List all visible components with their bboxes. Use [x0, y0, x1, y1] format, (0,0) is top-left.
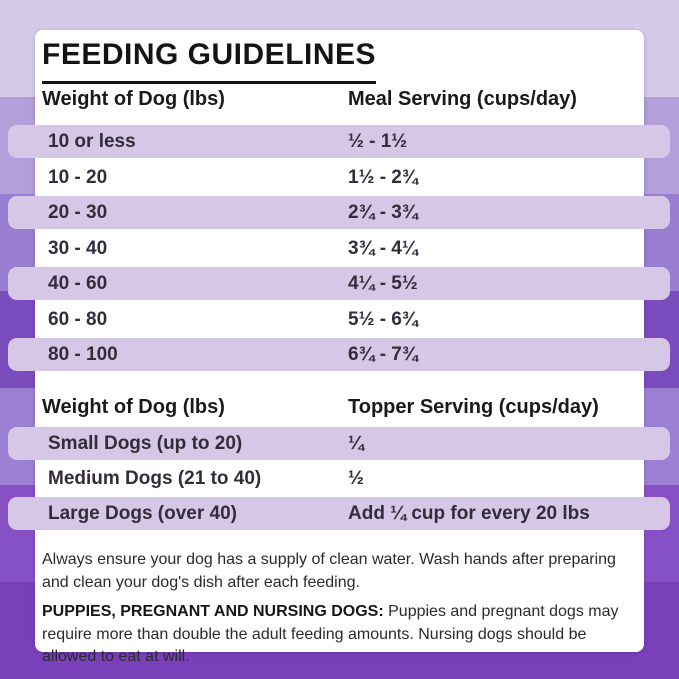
topper-header-weight: Weight of Dog (lbs)	[42, 396, 225, 418]
table-row: 30 - 40 3¾ - 4¼	[8, 232, 670, 265]
serving-cell: ½ - 1½	[348, 130, 408, 152]
table-row: 80 - 100 6¾ - 7¾	[8, 338, 670, 371]
serving-cell: ½	[348, 467, 364, 489]
serving-cell: ¼	[348, 432, 364, 454]
serving-cell: 4¼ - 5½	[348, 272, 418, 294]
weight-cell: 40 - 60	[48, 272, 108, 294]
weight-cell: Large Dogs (over 40)	[48, 502, 237, 524]
puppies-note: PUPPIES, PREGNANT AND NURSING DOGS: Pupp…	[42, 601, 638, 669]
weight-cell: 10 or less	[48, 130, 136, 152]
table-row: 10 or less ½ - 1½	[8, 125, 670, 158]
table-row: 20 - 30 2¾ - 3¾	[8, 196, 670, 229]
weight-cell: 60 - 80	[48, 308, 108, 330]
puppies-note-text: Puppies and pregnant dogs may require mo…	[42, 603, 619, 666]
meal-header-serving: Meal Serving (cups/day)	[348, 88, 577, 110]
topper-header-serving: Topper Serving (cups/day)	[348, 396, 599, 418]
table-row: 40 - 60 4¼ - 5½	[8, 267, 670, 300]
table-row: 60 - 80 5½ - 6¾	[8, 303, 670, 336]
topper-table-header: Weight of Dog (lbs) Topper Serving (cups…	[8, 396, 670, 422]
water-note: Always ensure your dog has a supply of c…	[42, 551, 616, 591]
meal-header-weight: Weight of Dog (lbs)	[42, 88, 225, 110]
meal-table-header: Weight of Dog (lbs) Meal Serving (cups/d…	[8, 88, 670, 114]
serving-cell: 6¾ - 7¾	[348, 343, 418, 365]
serving-cell: 1½ - 2¾	[348, 166, 418, 188]
page-title: FEEDING GUIDELINES	[42, 38, 377, 84]
weight-cell: 30 - 40	[48, 237, 108, 259]
weight-cell: 80 - 100	[48, 343, 118, 365]
puppies-note-label: PUPPIES, PREGNANT AND NURSING DOGS:	[42, 603, 384, 620]
weight-cell: 10 - 20	[48, 166, 108, 188]
table-row: Medium Dogs (21 to 40) ½	[8, 462, 670, 495]
table-row: Small Dogs (up to 20) ¼	[8, 427, 670, 460]
serving-cell: 5½ - 6¾	[348, 308, 418, 330]
weight-cell: Small Dogs (up to 20)	[48, 432, 243, 454]
table-row: Large Dogs (over 40) Add ¼ cup for every…	[8, 497, 670, 530]
serving-cell: 3¾ - 4¼	[348, 237, 418, 259]
table-row: 10 - 20 1½ - 2¾	[8, 161, 670, 194]
weight-cell: Medium Dogs (21 to 40)	[48, 467, 262, 489]
serving-cell: 2¾ - 3¾	[348, 201, 418, 223]
weight-cell: 20 - 30	[48, 201, 108, 223]
serving-cell: Add ¼ cup for every 20 lbs	[348, 502, 590, 524]
